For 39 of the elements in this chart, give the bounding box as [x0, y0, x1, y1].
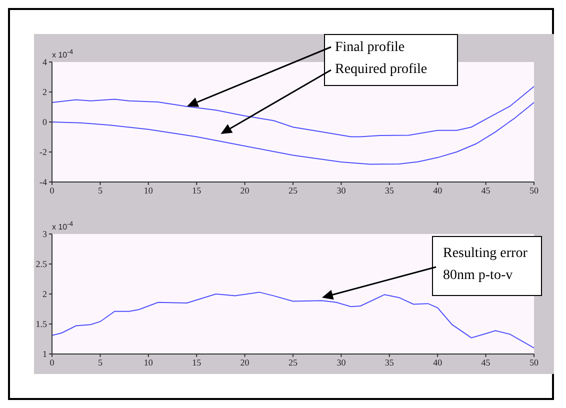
- y-tick-label: 4: [42, 57, 48, 68]
- y-tick-label: 3: [42, 229, 48, 240]
- y-tick-label: -4: [40, 177, 48, 188]
- x-tick-label: 10: [144, 185, 154, 196]
- y-tick-label: -2: [40, 147, 47, 158]
- y-tick-label: 2: [42, 289, 47, 300]
- x-tick-label: 0: [50, 185, 55, 196]
- x-tick-label: 0: [50, 357, 55, 368]
- x-tick-label: 5: [98, 185, 103, 196]
- x-tick-label: 30: [336, 185, 346, 196]
- text: x 10$^{-4}$: [52, 221, 74, 232]
- x-tick-label: 15: [192, 185, 202, 196]
- x-tick-label: 50: [530, 357, 539, 368]
- y-tick-label: 2: [42, 87, 47, 98]
- x-tick-label: 30: [336, 357, 346, 368]
- x-tick-label: 45: [481, 185, 491, 196]
- x-tick-label: 40: [433, 185, 443, 196]
- line-series: [52, 86, 534, 138]
- text: x 10$^{-4}$: [52, 49, 74, 60]
- y-tick-label: 2.5: [36, 259, 48, 270]
- y-tick-label: 0: [42, 117, 48, 128]
- x-tick-label: 40: [433, 357, 443, 368]
- line-series: [52, 102, 534, 165]
- x-tick-label: 20: [240, 185, 250, 196]
- x-tick-label: 50: [530, 185, 539, 196]
- x-tick-label: 5: [98, 357, 103, 368]
- x-tick-label: 35: [384, 357, 394, 368]
- x-tick-label: 10: [144, 357, 154, 368]
- x-tick-label: 20: [240, 357, 250, 368]
- x-tick-label: 25: [288, 357, 298, 368]
- text: Final profile: [335, 39, 406, 57]
- y-tick-label: 1: [42, 349, 47, 360]
- x-tick-label: 45: [481, 357, 491, 368]
- x-tick-label: 35: [384, 185, 394, 196]
- annotation: Resulting error 80nm p-to-v: [443, 245, 528, 285]
- y-tick-label: 1.5: [36, 319, 48, 330]
- x-tick-label: 15: [192, 357, 202, 368]
- x-tick-label: 25: [288, 185, 298, 196]
- annotation: Required profile: [335, 61, 428, 79]
